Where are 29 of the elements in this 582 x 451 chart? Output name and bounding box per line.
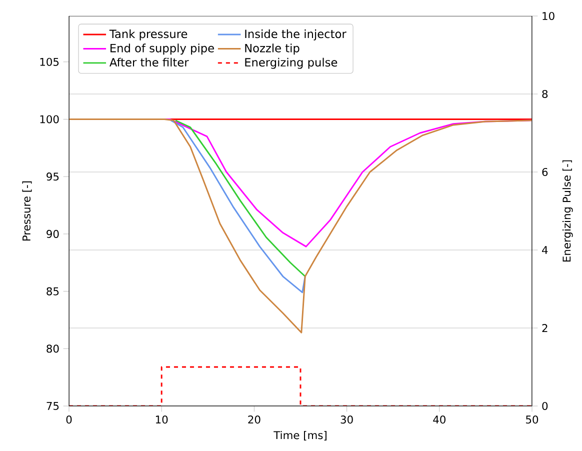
x-tick-label: 0: [66, 416, 72, 424]
y-tick-label: 90: [46, 230, 59, 238]
legend-label: End of supply pipe: [110, 44, 214, 55]
legend-label: Inside the injector: [245, 29, 346, 40]
x-tick-label: 40: [433, 416, 446, 424]
y2-axis-title: Energizing Pulse [-]: [562, 160, 573, 262]
y2-tick-label: 0: [542, 402, 548, 410]
y-tick-label: 85: [46, 287, 59, 296]
y-tick-label: 100: [40, 115, 59, 124]
x-tick-label: 30: [340, 416, 353, 424]
y-tick-label: 75: [46, 402, 59, 410]
line-series: [69, 118, 532, 334]
y2-tick-label: 6: [542, 168, 548, 176]
y-tick-label: 95: [46, 172, 59, 181]
y-tick-label: 80: [46, 344, 59, 353]
y-axis-title: Pressure [-]: [22, 181, 32, 241]
x-axis-title: Time [ms]: [274, 430, 326, 440]
legend-label: Tank pressure: [109, 29, 188, 40]
legend-label: Energizing pulse: [245, 58, 338, 69]
y2-tick-label: 4: [542, 246, 548, 254]
y2-tick-label: 2: [542, 324, 548, 332]
x-tick-label: 50: [526, 416, 538, 424]
y-tick-label: 105: [40, 58, 59, 66]
y2-tick-label: 10: [542, 12, 554, 20]
x-tick-label: 20: [248, 416, 260, 424]
y2-tick-label: 8: [542, 90, 548, 98]
legend-label: After the filter: [110, 58, 189, 67]
x-tick-label: 10: [156, 416, 168, 424]
legend-label: Nozzle tip: [245, 44, 300, 55]
